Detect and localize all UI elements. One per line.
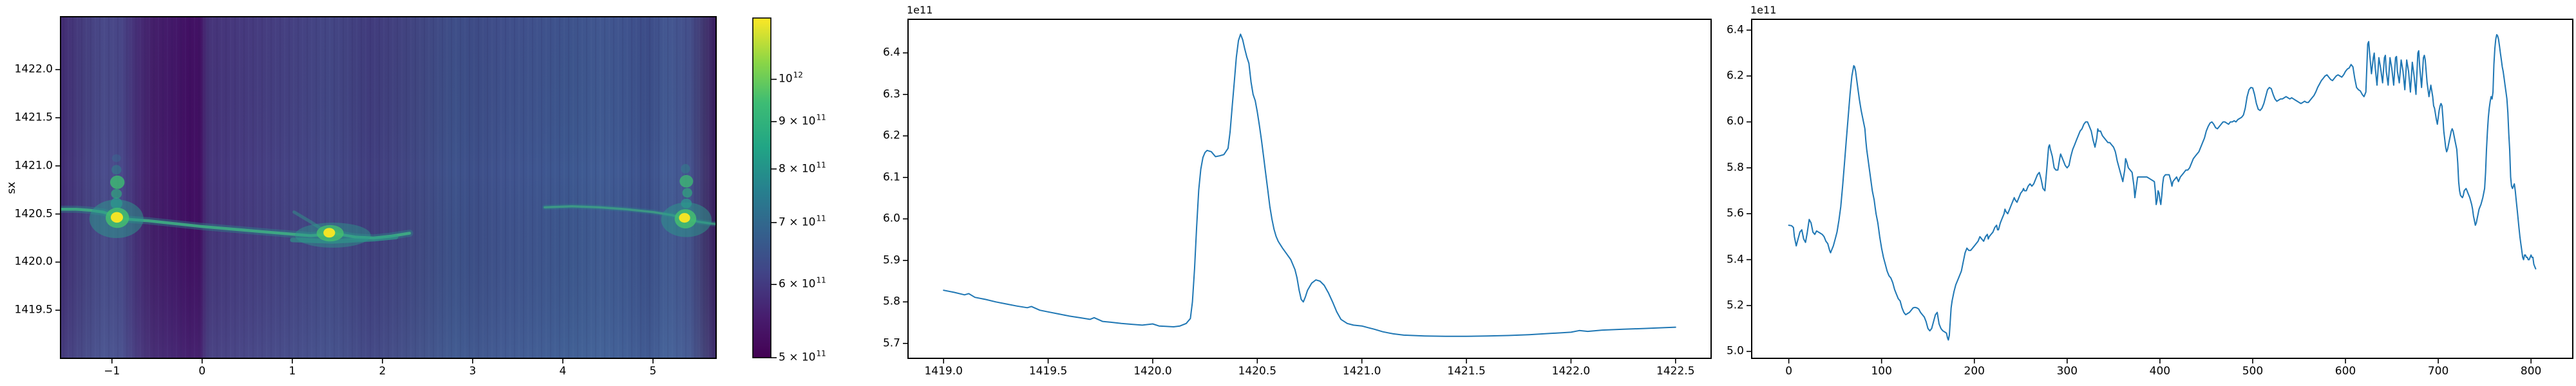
colorbar bbox=[752, 17, 777, 358]
timeseries-x-tick-label: 300 bbox=[2056, 365, 2078, 378]
spectrum-x-tick-label: 1420.5 bbox=[1238, 365, 1277, 378]
heatmap-x-tick-label: 2 bbox=[379, 365, 386, 378]
heatmap-axes-frame bbox=[60, 16, 717, 359]
heatmap-panel bbox=[55, 16, 717, 363]
spectrum-y-tick-label: 6.2 bbox=[882, 129, 900, 142]
colorbar-tick-label: 6 × 1011 bbox=[779, 275, 826, 291]
heatmap-hotspot bbox=[679, 213, 690, 223]
spectrum-x-tick-label: 1421.5 bbox=[1447, 365, 1486, 378]
spectrum-x-tick-label: 1422.5 bbox=[1656, 365, 1695, 378]
timeseries-x-tick-label: 700 bbox=[2427, 365, 2449, 378]
timeseries-x-tick-label: 400 bbox=[2149, 365, 2171, 378]
heatmap-x-tick-label: 1 bbox=[289, 365, 296, 378]
heatmap-plume bbox=[682, 188, 692, 198]
heatmap-plume bbox=[110, 175, 125, 189]
spectrum-y-tick-label: 6.1 bbox=[882, 170, 900, 184]
heatmap-x-tick-label: 3 bbox=[469, 365, 477, 378]
timeseries-x-tick-label: 0 bbox=[1785, 365, 1793, 378]
spectrum-x-tick-label: 1420.0 bbox=[1133, 365, 1172, 378]
heatmap-y-tick-label: 1420.5 bbox=[14, 207, 53, 221]
timeseries-line bbox=[1788, 33, 2537, 341]
heatmap-x-tick-label: 5 bbox=[649, 365, 657, 378]
heatmap-y-tick-label: 1421.0 bbox=[14, 159, 53, 172]
timeseries-panel bbox=[1747, 19, 2573, 363]
heatmap-plume bbox=[111, 188, 122, 199]
spectrum-x-tick-label: 1422.0 bbox=[1551, 365, 1591, 378]
spectrum-line bbox=[943, 33, 1676, 337]
timeseries-y-tick-label: 5.6 bbox=[1726, 207, 1744, 220]
heatmap-plume bbox=[681, 163, 690, 174]
spectrum-y-tick-label: 6.4 bbox=[882, 46, 900, 59]
spectrum-x-tick-label: 1419.5 bbox=[1028, 365, 1068, 378]
timeseries-x-tick-label: 600 bbox=[2334, 365, 2356, 378]
heatmap-hotspot bbox=[323, 228, 336, 238]
spectrum-offset-label: 1e11 bbox=[907, 4, 933, 16]
heatmap-plume bbox=[111, 165, 122, 175]
heatmap-ylabel: sx bbox=[5, 181, 18, 194]
heatmap-x-tick-label: 4 bbox=[559, 365, 567, 378]
heatmap-y-tick-label: 1420.0 bbox=[14, 255, 53, 268]
spectrum-y-tick-label: 5.8 bbox=[882, 295, 900, 308]
timeseries-y-tick-label: 6.4 bbox=[1726, 23, 1744, 37]
heatmap-y-tick-label: 1419.5 bbox=[14, 303, 53, 317]
spectrum-y-tick-label: 6.3 bbox=[882, 87, 900, 101]
heatmap-y-tick-label: 1422.0 bbox=[14, 62, 53, 76]
timeseries-x-tick-label: 500 bbox=[2242, 365, 2264, 378]
colorbar-frame bbox=[752, 17, 772, 358]
spectrum-axes-frame bbox=[907, 19, 1712, 359]
spectrum-panel bbox=[903, 19, 1712, 363]
heatmap-plume bbox=[111, 154, 121, 162]
timeseries-y-tick-label: 5.8 bbox=[1726, 161, 1744, 174]
timeseries-y-tick-label: 5.2 bbox=[1726, 299, 1744, 312]
timeseries-axes-frame bbox=[1751, 19, 2573, 359]
colorbar-tick-label: 5 × 1011 bbox=[779, 349, 826, 364]
timeseries-x-tick-label: 100 bbox=[1871, 365, 1892, 378]
colorbar-tick-label: 7 × 1011 bbox=[779, 214, 826, 229]
timeseries-y-tick-label: 5.4 bbox=[1726, 253, 1744, 266]
spectrum-y-tick-label: 6.0 bbox=[882, 212, 900, 225]
heatmap-x-tick-label: −1 bbox=[104, 365, 120, 378]
timeseries-y-tick-label: 6.2 bbox=[1726, 69, 1744, 82]
heatmap-x-tick-label: 0 bbox=[198, 365, 206, 378]
spectrum-y-tick-label: 5.7 bbox=[882, 336, 900, 350]
colorbar-tick-label: 1012 bbox=[779, 70, 803, 86]
colorbar-gradient bbox=[753, 18, 771, 358]
spectrum-x-tick-label: 1419.0 bbox=[924, 365, 963, 378]
spectrum-y-tick-label: 5.9 bbox=[882, 253, 900, 267]
timeseries-y-tick-label: 5.0 bbox=[1726, 344, 1744, 358]
heatmap-image bbox=[61, 17, 716, 358]
timeseries-offset-label: 1e11 bbox=[1750, 4, 1777, 16]
heatmap-hotspot bbox=[110, 212, 124, 223]
timeseries-x-tick-label: 200 bbox=[1964, 365, 1985, 378]
colorbar-tick-label: 9 × 1011 bbox=[779, 113, 826, 128]
timeseries-y-tick-label: 6.0 bbox=[1726, 115, 1744, 128]
timeseries-x-tick-label: 800 bbox=[2520, 365, 2542, 378]
colorbar-tick-label: 8 × 1011 bbox=[779, 160, 826, 176]
spectrum-x-tick-label: 1421.0 bbox=[1342, 365, 1381, 378]
heatmap-plume bbox=[679, 175, 694, 188]
heatmap-y-tick-label: 1421.5 bbox=[14, 111, 53, 124]
